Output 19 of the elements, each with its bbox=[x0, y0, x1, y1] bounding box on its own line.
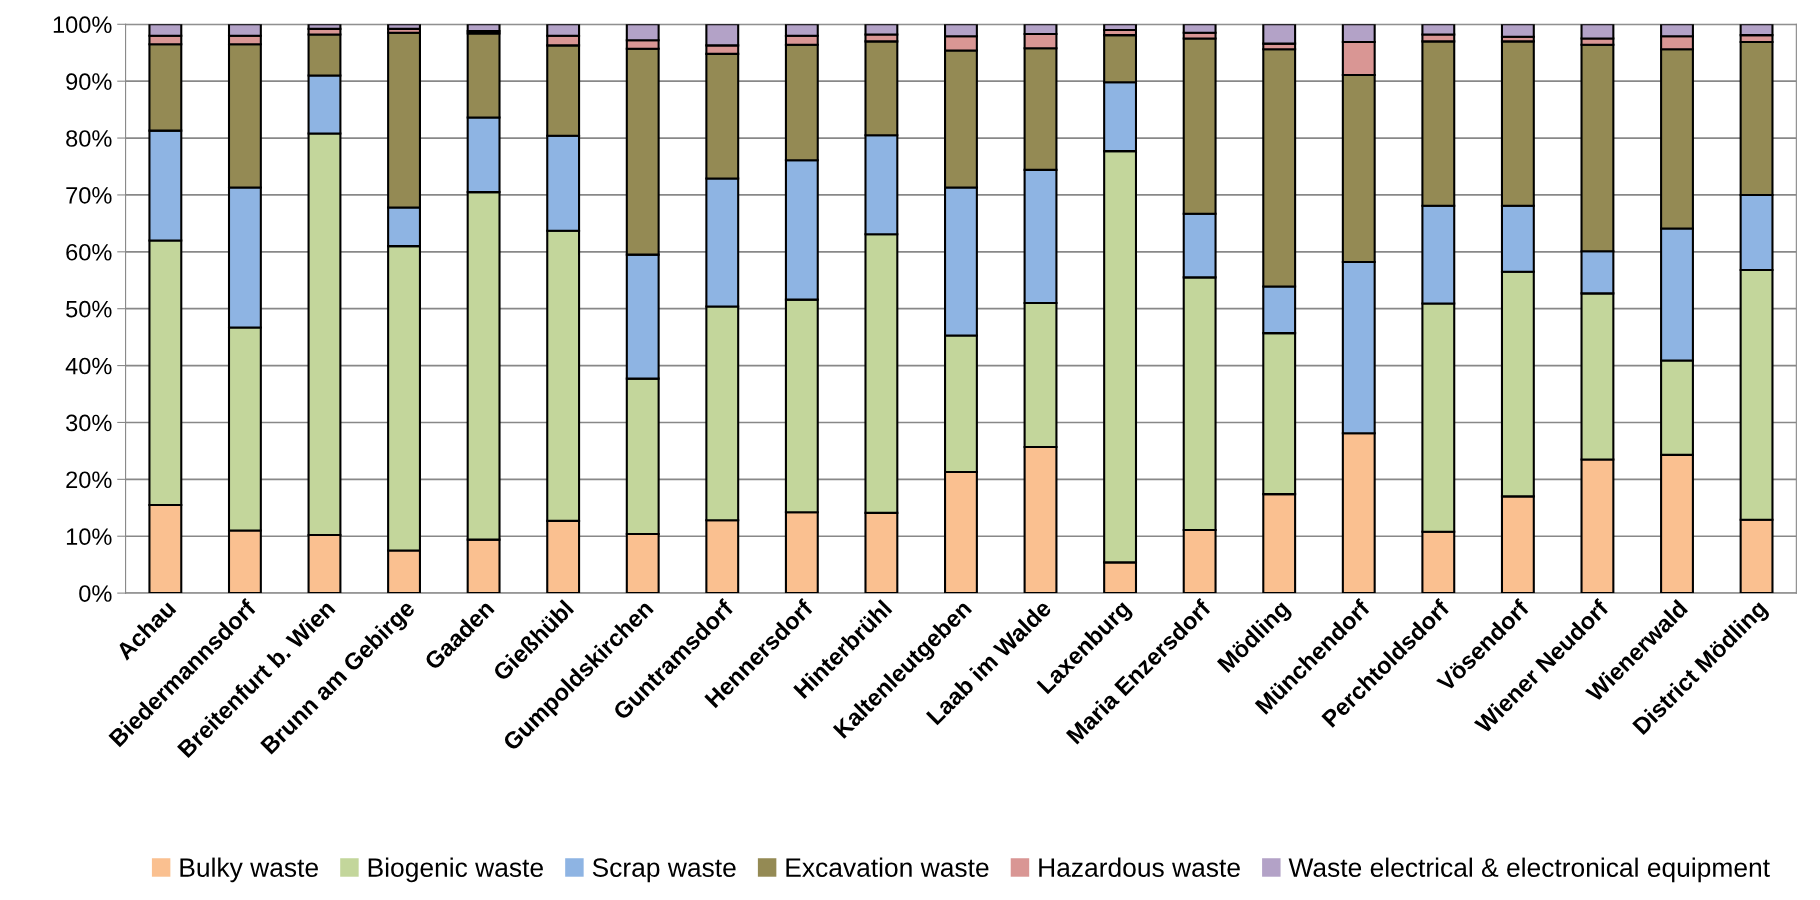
legend-label: Excavation waste bbox=[786, 857, 989, 877]
y-tick-label: 100% bbox=[53, 16, 112, 34]
y-tick-label: 70% bbox=[66, 187, 112, 204]
y-tick-label: 80% bbox=[66, 130, 112, 147]
y-tick-label: 40% bbox=[65, 357, 112, 375]
y-tick-label: 60% bbox=[66, 243, 112, 261]
y-tick-label: 10% bbox=[66, 528, 112, 546]
bar bbox=[387, 24, 421, 30]
bar bbox=[1500, 24, 1535, 38]
legend-label: Bulky waste bbox=[180, 857, 318, 883]
y-tick-label: 50% bbox=[66, 300, 112, 318]
y-tick-label: 30% bbox=[66, 414, 112, 432]
legend-label: Hazardous waste bbox=[1039, 857, 1240, 877]
y-tick-label: 20% bbox=[66, 471, 112, 489]
legend-label: Waste electrical & electronical equipment bbox=[1288, 857, 1770, 883]
bar bbox=[1103, 24, 1138, 32]
y-tick-label: 90% bbox=[66, 73, 112, 90]
legend-label: Scrap waste bbox=[592, 858, 736, 883]
legend-label: Biogenic waste bbox=[368, 857, 543, 883]
